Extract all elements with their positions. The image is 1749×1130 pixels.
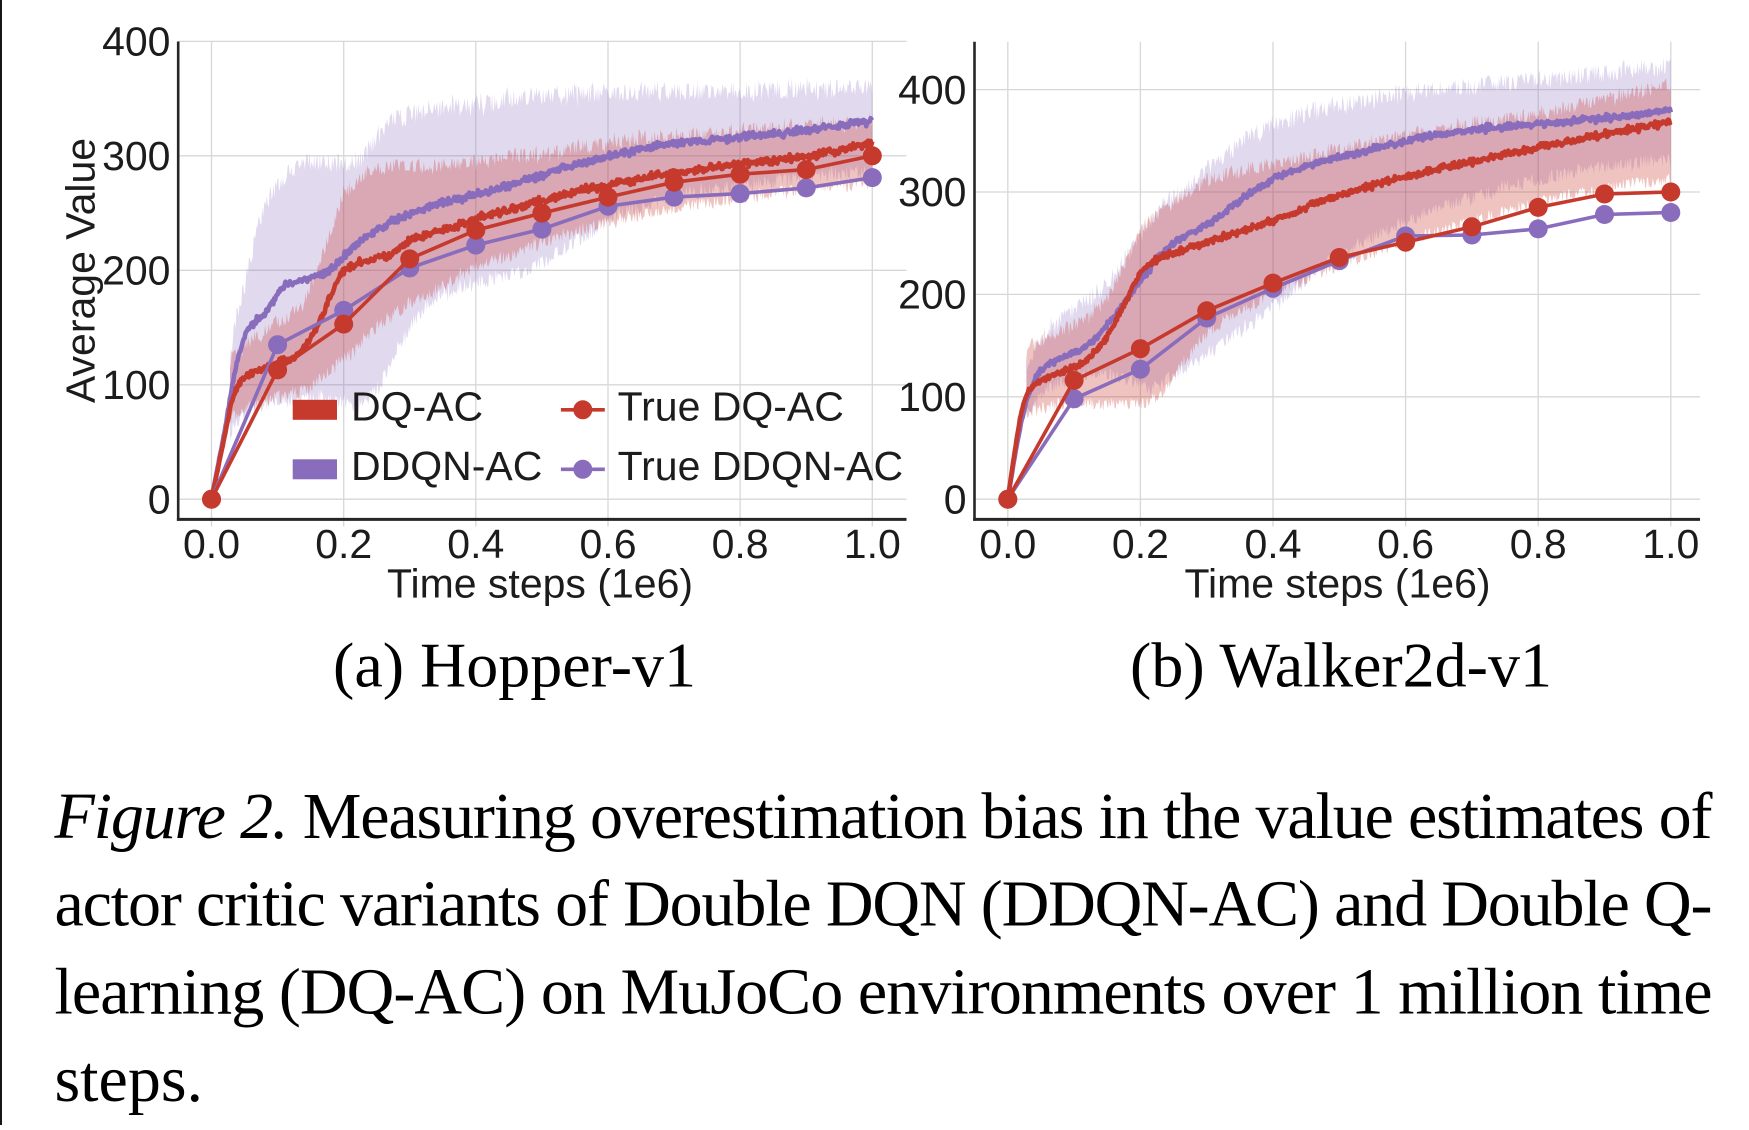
svg-text:(a) Hopper-v1: (a) Hopper-v1 [333,630,696,701]
svg-text:300: 300 [102,133,170,179]
svg-text:1.0: 1.0 [1642,521,1699,567]
svg-text:DDQN-AC: DDQN-AC [351,443,542,489]
svg-text:0.8: 0.8 [712,521,769,567]
svg-text:(b) Walker2d-v1: (b) Walker2d-v1 [1130,630,1552,701]
svg-text:1.0: 1.0 [844,521,901,567]
svg-text:0.4: 0.4 [1245,521,1302,567]
svg-text:0.6: 0.6 [580,521,637,567]
svg-text:0.0: 0.0 [183,521,240,567]
svg-text:DQ-AC: DQ-AC [351,384,483,430]
svg-text:True DQ-AC: True DQ-AC [618,384,844,430]
svg-text:actor critic variants of Doubl: actor critic variants of Double DQN (DDQ… [55,868,1713,941]
svg-text:0.6: 0.6 [1377,521,1434,567]
svg-text:100: 100 [898,374,966,420]
svg-text:0: 0 [944,476,967,522]
svg-text:200: 200 [102,248,170,294]
svg-text:0.8: 0.8 [1510,521,1567,567]
svg-text:Figure 2. Measuring overestima: Figure 2. Measuring overestimation bias … [54,780,1713,853]
svg-text:0.4: 0.4 [447,521,504,567]
svg-text:learning (DQ-AC) on MuJoCo env: learning (DQ-AC) on MuJoCo environments … [55,955,1713,1028]
svg-text:Time steps (1e6): Time steps (1e6) [387,561,693,607]
svg-text:300: 300 [898,169,966,215]
svg-text:200: 200 [898,272,966,318]
svg-text:0.2: 0.2 [1112,521,1169,567]
svg-text:steps.: steps. [55,1043,204,1116]
svg-text:0: 0 [148,476,171,522]
svg-text:400: 400 [102,19,170,65]
svg-text:400: 400 [898,67,966,113]
svg-text:0.0: 0.0 [979,521,1036,567]
svg-text:True DDQN-AC: True DDQN-AC [618,443,904,489]
svg-text:100: 100 [102,362,170,408]
svg-text:Time steps (1e6): Time steps (1e6) [1184,561,1490,607]
svg-text:0.2: 0.2 [315,521,372,567]
svg-text:Average Value: Average Value [58,138,104,403]
